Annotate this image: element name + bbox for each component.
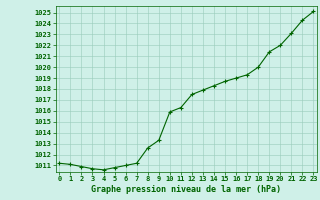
X-axis label: Graphe pression niveau de la mer (hPa): Graphe pression niveau de la mer (hPa): [92, 185, 281, 194]
